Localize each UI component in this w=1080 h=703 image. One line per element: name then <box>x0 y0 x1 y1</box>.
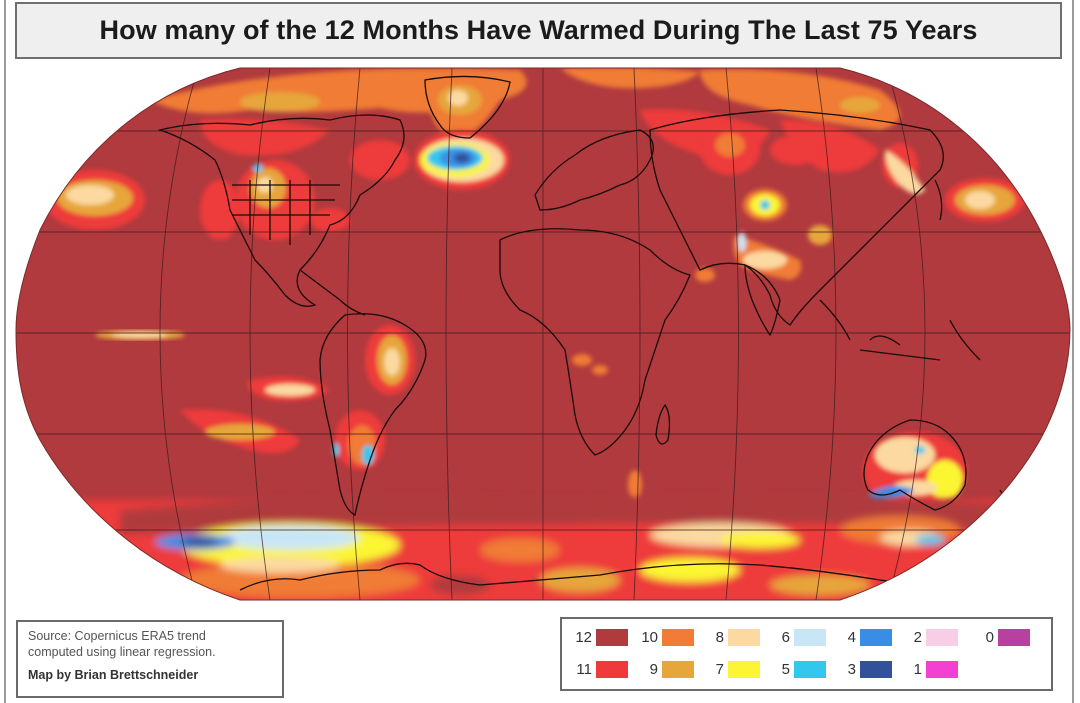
legend-item-4: 4 <box>834 629 892 646</box>
legend-item-5: 5 <box>768 661 826 678</box>
legend-item-10: 10 <box>636 629 694 646</box>
legend-swatch-8 <box>728 629 760 646</box>
legend-swatch-2 <box>926 629 958 646</box>
legend-swatch-9 <box>662 661 694 678</box>
legend-item-9: 9 <box>636 661 694 678</box>
legend-item-11: 11 <box>570 661 628 678</box>
legend-item-0: 0 <box>972 629 1030 646</box>
source-line-1: Source: Copernicus ERA5 trend <box>28 629 206 643</box>
legend-swatch-5 <box>794 661 826 678</box>
graticule <box>16 68 1070 600</box>
world-map <box>0 60 1080 610</box>
legend-swatch-11 <box>596 661 628 678</box>
legend-item-2: 2 <box>900 629 958 646</box>
outer-frame <box>4 0 1074 703</box>
map-body <box>16 68 1070 600</box>
legend: 12 11 10 9 8 7 6 5 4 3 2 1 <box>560 617 1053 691</box>
map-credit: Map by Brian Brettschneider <box>28 668 199 682</box>
source-line-2: computed using linear regression. <box>28 645 216 659</box>
legend-item-1: 1 <box>900 661 958 678</box>
legend-item-3: 3 <box>834 661 892 678</box>
coastlines <box>157 75 1005 600</box>
map-title: How many of the 12 Months Have Warmed Du… <box>99 15 978 45</box>
legend-swatch-4 <box>860 629 892 646</box>
legend-swatch-3 <box>860 661 892 678</box>
legend-item-6: 6 <box>768 629 826 646</box>
legend-swatch-1 <box>926 661 958 678</box>
legend-swatch-6 <box>794 629 826 646</box>
legend-swatch-7 <box>728 661 760 678</box>
source-attribution-box: Source: Copernicus ERA5 trend computed u… <box>16 620 284 698</box>
legend-swatch-0 <box>998 629 1030 646</box>
legend-swatch-10 <box>662 629 694 646</box>
legend-swatch-12 <box>596 629 628 646</box>
legend-item-8: 8 <box>702 629 760 646</box>
legend-item-7: 7 <box>702 661 760 678</box>
legend-item-12: 12 <box>570 629 628 646</box>
title-box: How many of the 12 Months Have Warmed Du… <box>15 2 1062 59</box>
